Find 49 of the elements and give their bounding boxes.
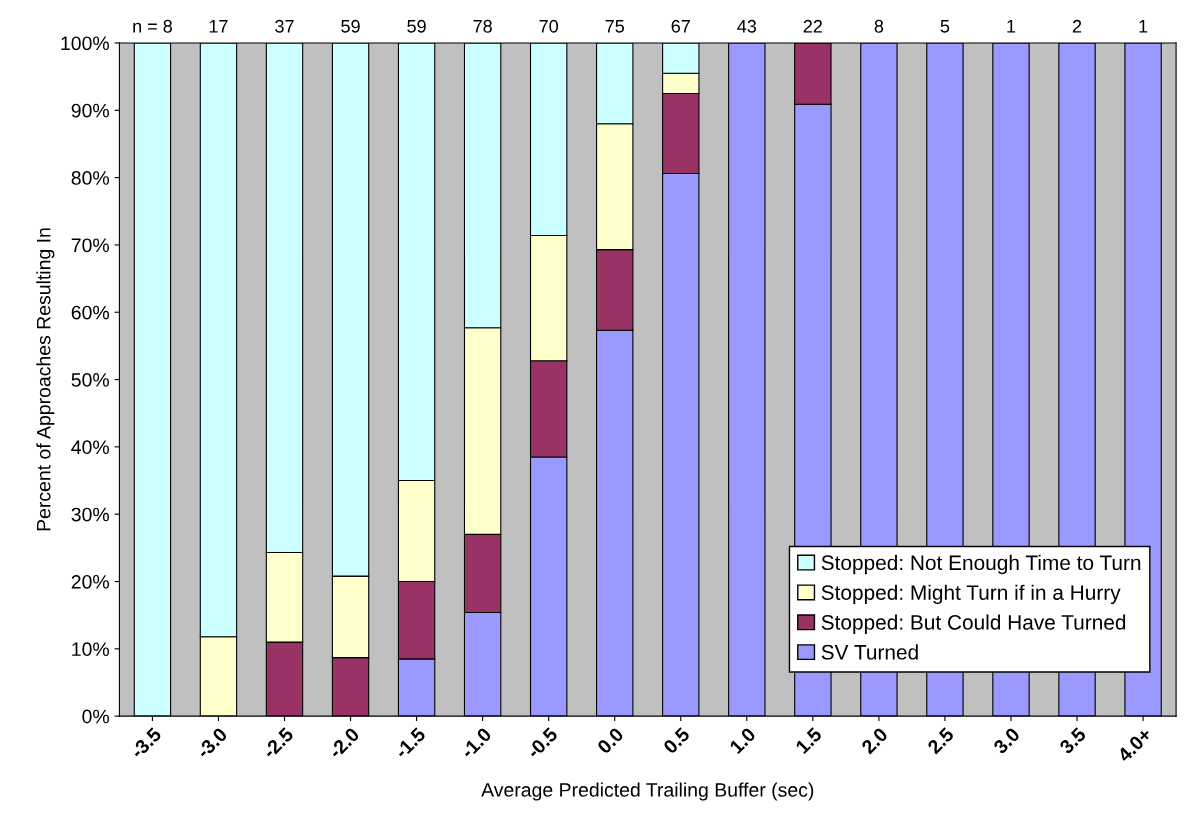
x-tick-label: -0.5: [525, 726, 559, 760]
text: 17: [209, 20, 228, 33]
y-tick-label: 30%: [71, 507, 109, 522]
text: 37: [275, 19, 294, 33]
text: 22: [803, 19, 822, 33]
text: 59: [407, 19, 426, 33]
legend-label: SV Turned: [821, 644, 918, 660]
x-tick-label: 2.0: [860, 726, 889, 755]
x-tick-label: 1.0: [728, 726, 757, 755]
x-tick-label: -3.5: [129, 726, 163, 760]
y-tick-label: 70%: [71, 238, 109, 253]
text: 5: [940, 20, 950, 33]
y-tick-label: 50%: [71, 373, 109, 387]
text: 1: [1139, 20, 1148, 33]
y-tick-label: 80%: [71, 171, 109, 185]
x-tick-label: -3.0: [195, 726, 229, 760]
y-tick-label: 0%: [82, 709, 109, 724]
x-tick-label: 1.5: [795, 726, 823, 755]
y-tick-label: 40%: [71, 440, 109, 455]
text: 67: [671, 19, 690, 33]
x-tick-label: 3.0: [992, 726, 1021, 755]
legend-label: Stopped: Might Turn if in a Hurry: [821, 584, 1121, 605]
text: 43: [737, 19, 757, 33]
y-tick-label: 20%: [71, 574, 109, 589]
legend-label: Stopped: Not Enough Time to Turn: [821, 554, 1141, 575]
x-tick-label: 2.5: [926, 726, 955, 755]
text: 70: [539, 19, 559, 33]
x-tick-label: -2.5: [261, 726, 295, 760]
x-tick-label: -1.0: [459, 726, 493, 760]
text: 78: [473, 19, 492, 33]
x-tick-label: -2.0: [327, 726, 361, 760]
text: 59: [341, 19, 360, 33]
y-tick-label: 10%: [72, 642, 109, 657]
x-tick-label: 3.5: [1058, 726, 1087, 755]
y-axis-title: Percent of Approaches Resulting In: [36, 228, 55, 531]
text: 8: [874, 19, 884, 33]
text: 1: [1007, 20, 1016, 33]
x-axis-title: Average Predicted Trailing Buffer (sec): [481, 782, 814, 801]
y-tick-label: 100%: [61, 36, 109, 51]
legend-label: Stopped: But Could Have Turned: [821, 614, 1126, 634]
x-tick-label: 4.0+: [1116, 726, 1153, 763]
text: 2: [1072, 19, 1082, 33]
y-tick-label: 60%: [71, 305, 109, 320]
text: 75: [605, 20, 625, 33]
x-tick-label: -1.5: [393, 726, 427, 760]
x-tick-label: 0.5: [662, 726, 691, 755]
text: n = 8: [133, 19, 172, 33]
y-tick-label: 90%: [71, 103, 109, 118]
x-tick-label: 0.0: [596, 726, 625, 755]
